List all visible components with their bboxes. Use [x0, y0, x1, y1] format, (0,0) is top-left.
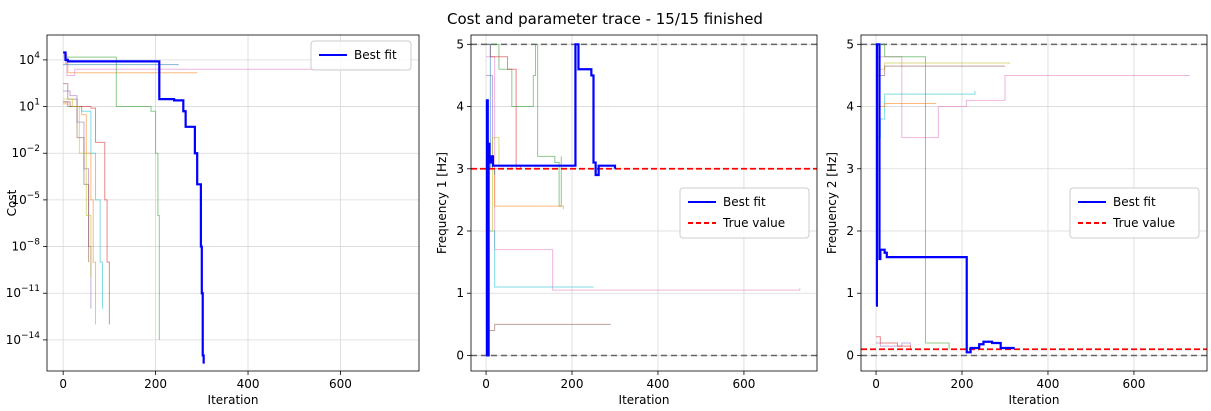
best-fit-line [63, 51, 205, 364]
y-tick-label: 0 [846, 348, 854, 362]
panels: 0 200 400 60010410110−210−510−810−1110−14It… [5, 34, 1208, 407]
y-tick-label: 10−14 [6, 331, 41, 347]
run-trace [876, 102, 937, 108]
run-trace [876, 336, 911, 350]
run-trace [63, 90, 92, 309]
x-tick-label: 400 [1037, 377, 1060, 391]
y-tick-label: 2 [846, 224, 854, 238]
run-trace [63, 98, 92, 278]
run-trace [876, 65, 1005, 76]
figure-title: Cost and parameter trace - 15/15 finishe… [447, 10, 763, 28]
x-tick-label: 0 [59, 377, 67, 391]
x-tick-label: 400 [237, 377, 260, 391]
y-tick-label: 1 [846, 286, 854, 300]
run-trace [876, 56, 1190, 139]
y-tick-label: 2 [456, 224, 464, 238]
legend-box [1069, 187, 1200, 239]
run-trace [876, 62, 1010, 70]
run-trace [876, 43, 950, 350]
y-tick-label: 4 [846, 100, 854, 114]
run-trace [63, 101, 110, 325]
x-tick-label: 200 [951, 377, 974, 391]
plot-area [63, 51, 401, 364]
legend-label: Best fit [1113, 195, 1156, 209]
y-axis-label: Frequency 1 [Hz] [435, 152, 449, 254]
legend-label: True value [1112, 216, 1175, 230]
run-trace [486, 323, 611, 332]
legend-label: Best fit [723, 195, 766, 209]
y-tick-label: 10−8 [11, 238, 40, 254]
y-tick-label: 5 [456, 37, 464, 51]
run-trace [486, 56, 801, 291]
run-trace [63, 56, 160, 340]
chart-panel-1: 0 200 400 60010410110−210−510−810−1110−14It… [5, 34, 420, 407]
best-fit-line [875, 43, 1015, 354]
y-axis-label: Frequency 2 [Hz] [825, 152, 839, 254]
y-tick-label: 1 [456, 286, 464, 300]
legend-box [310, 40, 412, 71]
axes-frame [860, 34, 1208, 372]
run-trace [63, 54, 198, 74]
x-tick-label: 0 [872, 377, 880, 391]
run-trace [486, 43, 562, 207]
plot-area [471, 43, 817, 357]
y-tick-label: 104 [19, 51, 40, 67]
y-axis-label: Cost [5, 189, 19, 216]
run-trace [486, 230, 594, 288]
y-tick-label: 3 [456, 162, 464, 176]
x-tick-label: 600 [732, 377, 755, 391]
y-tick-label: 0 [456, 348, 464, 362]
legend-label: True value [722, 216, 785, 230]
x-tick-label: 600 [329, 377, 352, 391]
run-trace [63, 83, 90, 263]
x-tick-label: 200 [561, 377, 584, 391]
x-tick-label: 400 [647, 377, 670, 391]
y-tick-label: 5 [846, 37, 854, 51]
x-axis-label: Iteration [208, 393, 259, 407]
y-tick-label: 101 [19, 98, 40, 114]
axes-frame [46, 34, 420, 372]
run-trace [63, 101, 103, 309]
x-tick-label: 600 [1122, 377, 1145, 391]
x-tick-label: 0 [482, 377, 490, 391]
legend-box [679, 187, 810, 239]
y-tick-label: 10−2 [11, 144, 40, 160]
run-trace [486, 74, 504, 170]
chart-panel-3: 0 200 400 600 0 1 2 3 4 5 Iteration Frequency 2 [Hz… [825, 34, 1208, 407]
y-tick-label: 4 [456, 100, 464, 114]
x-axis-label: Iteration [619, 393, 670, 407]
best-fit-line [485, 43, 617, 357]
legend: Best fit True value [679, 187, 810, 239]
x-tick-label: 200 [144, 377, 167, 391]
legend: Best fit True value [1069, 187, 1200, 239]
run-trace [63, 53, 401, 76]
legend: Best fit [310, 40, 412, 71]
run-trace [486, 168, 564, 210]
chart-panel-2: 0 200 400 600 0 1 2 3 4 5 Iteration Frequency 1 [Hz… [435, 34, 818, 407]
y-tick-label: 3 [846, 162, 854, 176]
y-tick-label: 10−11 [6, 284, 40, 300]
axes-frame [470, 34, 818, 372]
legend-label: Best fit [354, 48, 397, 62]
plot-area [861, 43, 1207, 357]
x-axis-label: Iteration [1009, 393, 1060, 407]
